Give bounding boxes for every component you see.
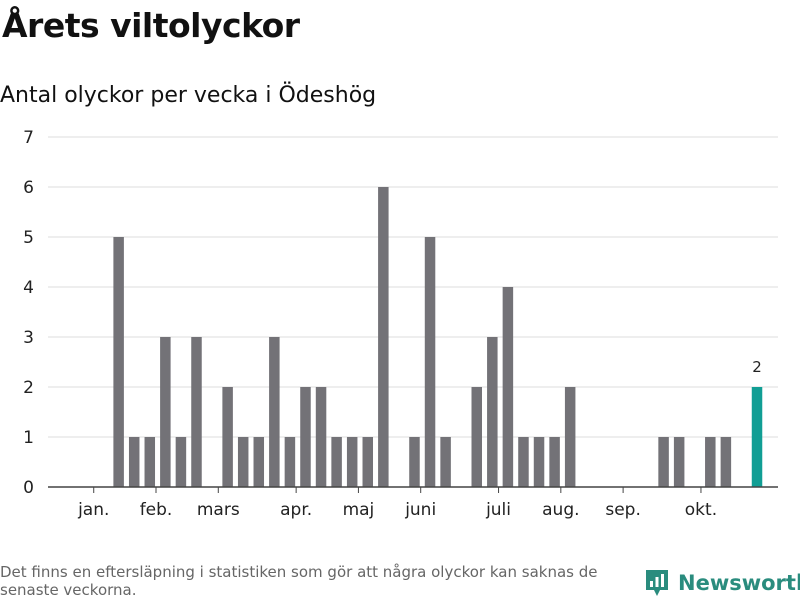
bar [346,437,358,487]
bar [440,437,451,487]
y-tick-label: 4 [23,278,34,298]
newsworthy-logo-icon [646,570,668,596]
x-tick-label: mars [197,500,240,520]
chart-title: Årets viltolyckor [2,6,300,45]
x-tick-label: juli [485,500,511,520]
bar [518,437,529,487]
x-tick-label: maj [343,500,375,520]
bar [128,437,140,487]
bar [378,187,389,487]
y-tick-label: 1 [23,428,34,448]
y-tick-label: 2 [23,378,34,398]
data-labels: 2 [752,358,762,376]
bar [160,337,171,487]
bar [113,237,124,487]
bar [424,237,436,487]
x-tick-label: okt. [685,500,717,520]
x-tick-label: juni [404,500,436,520]
bar [471,387,482,487]
bar [315,387,327,487]
bar [284,437,296,487]
bar [502,287,514,487]
bar [331,437,342,487]
y-tick-label: 0 [23,478,34,498]
x-tick-label: apr. [280,500,312,520]
x-tick-label: sep. [605,500,641,520]
bar [705,437,716,487]
bar-chart: 0 1 2 3 4 5 6 7 jan. feb. mars apr. maj juni juli aug.… [23,128,778,520]
highlight-value-label: 2 [752,358,762,376]
bar-highlight [751,387,763,487]
y-axis-ticks: 0 1 2 3 4 5 6 7 [23,128,34,498]
bar [144,437,156,487]
footer-note: Det finns en eftersläpning i statistiken… [0,563,598,599]
bar [549,437,560,487]
x-tick-label: aug. [542,500,579,520]
bar [720,437,732,487]
bar [269,337,280,487]
bar [175,437,187,487]
chart-subtitle: Antal olyckor per vecka i Ödeshög [0,83,377,108]
bar [362,437,374,487]
x-tick-label: feb. [140,500,173,520]
brand[interactable]: Newsworthy [644,568,800,598]
y-tick-label: 3 [23,328,34,348]
y-tick-label: 7 [23,128,34,148]
bar [658,437,669,487]
bar [564,387,576,487]
bar [191,337,202,487]
bar [409,437,420,487]
bar [487,337,498,487]
x-axis-ticks: jan. feb. mars apr. maj juni juli aug. sep. okt. [77,487,717,520]
bar [222,387,233,487]
bar [533,437,545,487]
grid-lines [48,136,778,438]
brand-name: Newsworthy [678,571,800,595]
x-tick-label: jan. [77,500,109,520]
bar [237,437,249,487]
bars [113,187,763,487]
bar [300,387,311,487]
y-tick-label: 5 [23,228,34,248]
y-tick-label: 6 [23,178,34,198]
bar [253,437,265,487]
bar [673,437,685,487]
